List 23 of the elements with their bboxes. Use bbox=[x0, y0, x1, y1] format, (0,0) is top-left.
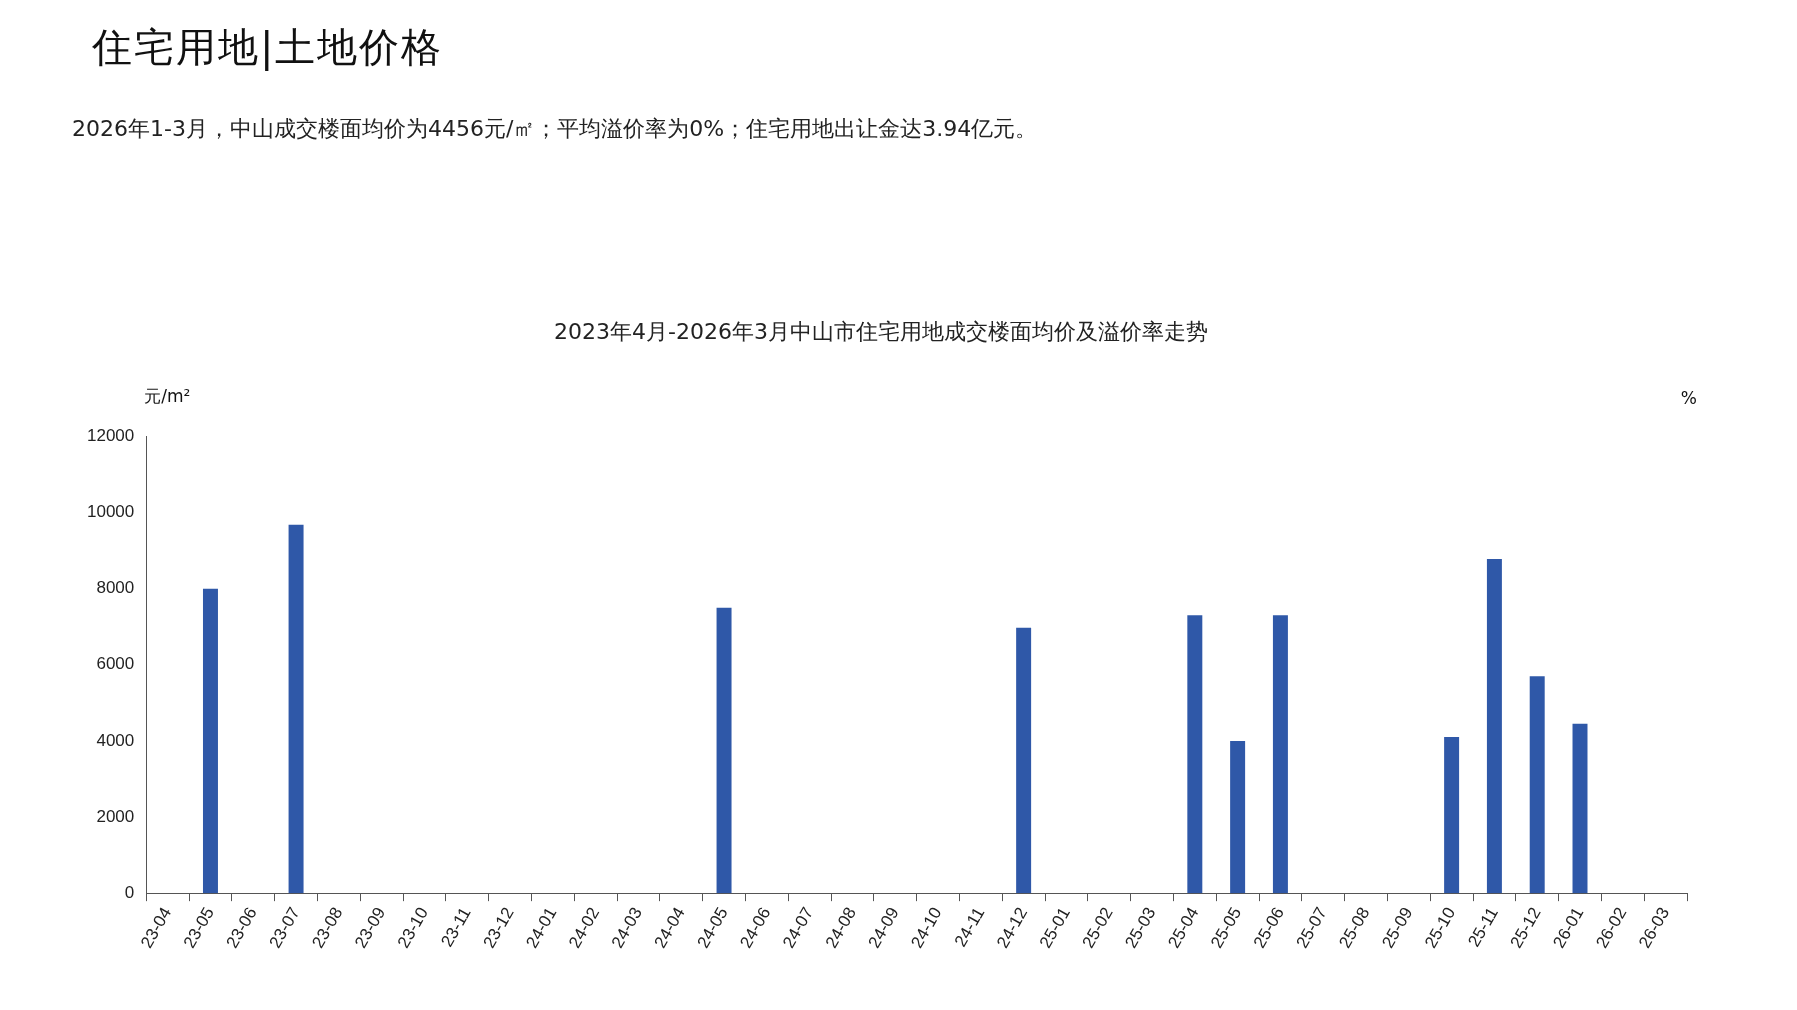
y-tick-label: 4000 bbox=[96, 730, 135, 750]
bar bbox=[716, 607, 732, 894]
y-tick-label: 10000 bbox=[86, 502, 135, 522]
y-tick-label: 6000 bbox=[96, 654, 135, 674]
bar bbox=[1444, 737, 1460, 894]
y-tick-label: 2000 bbox=[96, 806, 135, 826]
y-axis-title: 元/m² bbox=[144, 386, 191, 407]
y2-axis-title: % bbox=[1680, 388, 1697, 409]
y-tick-label: 0 bbox=[124, 882, 135, 902]
text: 2026年1-3月，中山成交楼面均价为4456元/㎡；平均溢价率为0%；住宅用地出让金达3.94亿元。 bbox=[72, 115, 1038, 143]
text: 住宅用地|土地价格 bbox=[92, 23, 444, 73]
y-tick-label: 12000 bbox=[86, 426, 135, 446]
bar bbox=[1187, 615, 1203, 894]
bar bbox=[1230, 740, 1246, 894]
bar bbox=[1572, 723, 1588, 894]
bar bbox=[1486, 558, 1502, 894]
bar bbox=[202, 588, 218, 894]
bar bbox=[288, 524, 304, 894]
bar bbox=[1272, 615, 1288, 894]
chart-title: 2023年4月-2026年3月中山市住宅用地成交楼面均价及溢价率走势 bbox=[554, 318, 1208, 344]
bar bbox=[1016, 627, 1032, 894]
bar bbox=[1529, 676, 1545, 894]
y-tick-label: 8000 bbox=[96, 578, 135, 598]
